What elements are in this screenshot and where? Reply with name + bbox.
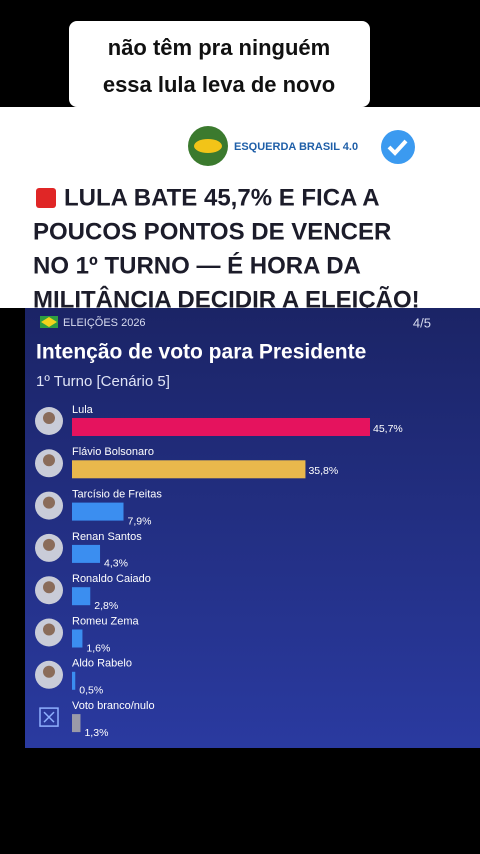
value-label: 1,3% (84, 727, 108, 739)
siren-icon (36, 188, 56, 208)
flag-detail (41, 317, 57, 327)
value-label: 7,9% (128, 515, 152, 527)
icon (39, 707, 59, 727)
caption-line: essa lula leva de novo (103, 72, 335, 97)
page-indicator: 4/5 (413, 315, 431, 330)
avatar-face (43, 454, 55, 467)
bar (72, 671, 76, 690)
category-label: Ronaldo Caiado (72, 573, 151, 585)
value-label: 4,3% (104, 558, 128, 570)
value-label: 2,8% (94, 600, 118, 612)
account-name: ESQUERDA BRASIL 4.0 (234, 141, 358, 153)
avatar-face (43, 412, 55, 424)
chart-title: Intenção de voto para Presidente (36, 341, 366, 364)
category-label: Tarcísio de Freitas (72, 489, 162, 501)
caption-box (69, 21, 370, 107)
avatar-face (43, 538, 55, 551)
category-label: Romeu Zema (72, 615, 140, 627)
bar (72, 502, 124, 521)
avatar-face (43, 496, 55, 509)
chart-subtitle: 1º Turno [Cenário 5] (36, 373, 170, 390)
category-label: Flávio Bolsonaro (72, 446, 154, 458)
value-label: 35,8% (308, 465, 338, 477)
bar (72, 587, 91, 606)
value-label: 45,7% (373, 423, 403, 435)
headline-line: NO 1º TURNO — É HORA DA (33, 251, 361, 279)
bar (72, 714, 81, 733)
bar (72, 544, 101, 563)
bar (72, 460, 306, 479)
category-label: Aldo Rabelo (72, 658, 132, 670)
bar (72, 418, 370, 436)
caption-line: não têm pra ninguém (108, 35, 330, 60)
avatar-face (43, 581, 55, 594)
category-label: Voto branco/nulo (72, 700, 155, 712)
headline-line: LULA BATE 45,7% E FICA A (64, 184, 380, 211)
bar (72, 629, 83, 648)
headline-line: POUCOS PONTOS DE VENCER (33, 218, 391, 245)
bottom-area (0, 748, 480, 854)
avatar-face (43, 665, 55, 678)
value-label: 0,5% (79, 685, 103, 697)
verified-check (387, 139, 408, 156)
chart-tag: ELEIÇÕES 2026 (63, 316, 146, 329)
bars: Lula 45,7% Flávio Bolsonaro 35,8% Tarcísio d… (35, 404, 403, 739)
value-label: 1,6% (86, 642, 110, 654)
category-label: Lula (72, 404, 94, 416)
icon (43, 711, 55, 723)
avatar-face (43, 623, 55, 636)
chart-panel (25, 308, 480, 748)
account-logo-detail (194, 139, 222, 153)
category-label: Renan Santos (72, 531, 142, 543)
